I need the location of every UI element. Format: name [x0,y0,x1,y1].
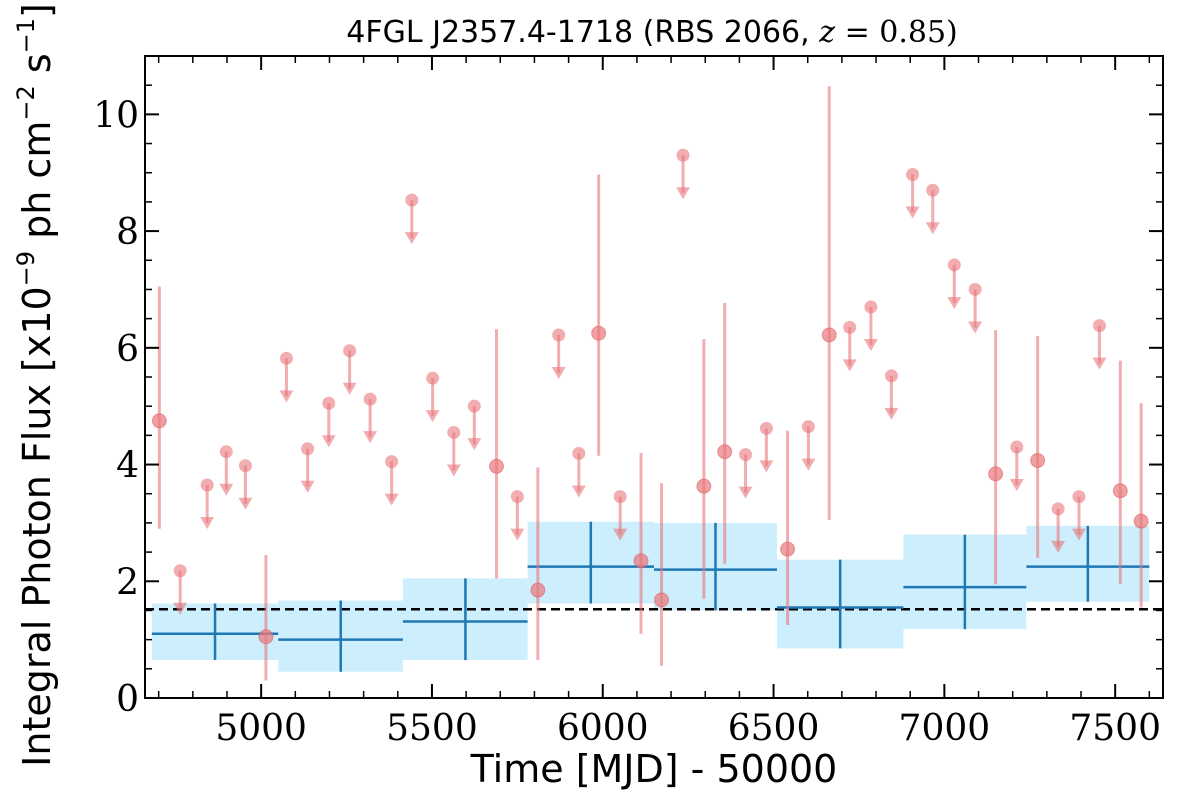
detection-point [151,413,167,429]
upper-limit-arrowhead [384,493,399,506]
upper-limit-arrowhead [884,407,899,420]
upper-limit-arrowhead [759,460,774,473]
upper-limit-point [801,420,815,434]
upper-limit-point [572,446,586,460]
upper-limit-arrowhead [1051,540,1066,553]
detection-point [988,466,1004,482]
axis-ticks: 5000 5500 6000 6500 7000 7500 0 2 4 6 8 10 [93,55,1163,749]
detection-point [821,327,837,343]
upper-limit-arrowhead [404,232,419,245]
x-tick-label: 5000 [215,708,307,749]
upper-limit-point [613,490,627,504]
y-tick-label: 0 [116,679,139,720]
y-axis-title: Integral Photon Flux [x10−9 ph cm−2 s−1] [12,3,59,767]
detection-point [1133,513,1149,529]
upper-limit-arrowhead [342,382,357,395]
x-axis-title: Time [MJD] - 50000 [470,747,838,791]
upper-limit-point [447,425,461,439]
upper-limit-point [843,320,857,334]
x-tick-label: 7500 [1069,708,1161,749]
upper-limit-arrowhead [173,602,188,615]
upper-limit-arrowhead [551,366,566,379]
upper-limit-arrowhead [279,390,294,403]
upper-limit-point [467,399,481,413]
detection-point [696,478,712,494]
detection-point [1112,483,1128,499]
chart-title: 4FGL J2357.4-1718 (RBS 2066, z = 0.85) [346,15,958,50]
upper-limit-arrowhead [1071,528,1086,541]
upper-limit-point [1010,440,1024,454]
upper-limit-arrowhead [200,516,215,529]
y-tick-label: 10 [93,95,139,136]
detection-point [654,592,670,608]
x-tick-label: 5500 [386,708,478,749]
upper-limit-point [1072,490,1086,504]
upper-limit-arrowhead [321,435,336,448]
upper-limit-point [301,442,315,456]
upper-limit-point [173,564,187,578]
upper-limit-point [759,421,773,435]
x-tick-label: 6000 [557,708,649,749]
upper-limit-point [968,282,982,296]
upper-limit-point [1051,502,1065,516]
upper-limit-point [510,490,524,504]
upper-limit-point [947,258,961,272]
upper-limit-arrowhead [842,359,857,372]
upper-limit-point [343,344,357,358]
upper-limit-point [739,448,753,462]
y-tick-label: 6 [116,329,139,370]
detection-point [258,629,274,645]
upper-limit-point [219,445,233,459]
upper-limit-point [1092,319,1106,333]
upper-limit-arrowhead [925,222,940,235]
upper-limit-arrowhead [300,480,315,493]
y-tick-label: 4 [116,446,139,487]
upper-limit-arrowhead [905,206,920,219]
upper-limit-point [279,351,293,365]
upper-limit-arrowhead [425,410,440,423]
y-tick-label: 8 [116,212,139,253]
upper-limit-arrowhead [467,438,482,451]
upper-limit-arrowhead [968,321,983,334]
detection-point [530,582,546,598]
upper-limit-arrowhead [676,187,691,200]
upper-limit-arrowhead [510,528,525,541]
upper-limit-arrowhead [571,485,586,498]
detection-point [489,458,505,474]
detection-point [1030,452,1046,468]
detection-point [780,541,796,557]
upper-limit-arrowhead [363,431,378,444]
upper-limit-arrowhead [219,483,234,496]
upper-limit-arrowhead [1009,479,1024,492]
detection-point [717,444,733,460]
upper-limit-point [238,459,252,473]
upper-limit-point [906,167,920,181]
upper-limit-point [322,396,336,410]
y-tick-label: 2 [116,562,139,603]
upper-limit-point [926,183,940,197]
upper-limit-point [363,392,377,406]
upper-limit-point [552,328,566,342]
upper-limit-arrowhead [801,458,816,471]
upper-limit-arrowhead [863,338,878,351]
upper-limit-point [405,193,419,207]
upper-limit-arrowhead [613,528,628,541]
x-tick-label: 7000 [899,708,991,749]
upper-limit-arrowhead [738,486,753,499]
x-tick-label: 6500 [728,708,820,749]
upper-limit-arrowhead [947,296,962,309]
upper-limit-arrowhead [446,464,461,477]
upper-limit-point [884,369,898,383]
upper-limit-arrowhead [1092,357,1107,370]
detection-point [633,553,649,569]
upper-limit-point [864,300,878,314]
upper-limit-arrowhead [238,497,253,510]
plot-area [145,86,1163,681]
detection-point [591,325,607,341]
upper-limit-point [385,455,399,469]
upper-limit-point [426,371,440,385]
upper-limit-point [676,148,690,162]
upper-limit-point [200,478,214,492]
